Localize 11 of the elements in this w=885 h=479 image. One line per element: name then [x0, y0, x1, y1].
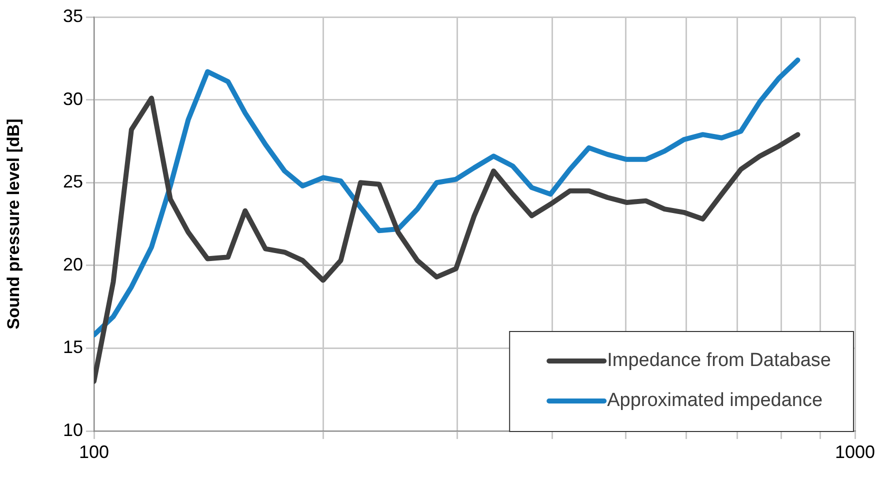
y-tick-label: 25: [62, 172, 83, 192]
y-axis-title: Sound pressure level [dB]: [4, 118, 23, 330]
y-tick-label: 15: [62, 337, 83, 358]
y-tick-label: 35: [62, 6, 83, 26]
x-tick-label: 1000: [834, 442, 876, 462]
legend-label: Impedance from Database: [607, 350, 832, 372]
y-tick-label: 30: [62, 88, 83, 109]
legend-label: Approximated impedance: [607, 390, 823, 412]
x-tick-label: 100: [78, 442, 110, 462]
y-tick-label: 20: [62, 254, 83, 274]
y-tick-label: 10: [62, 420, 83, 440]
